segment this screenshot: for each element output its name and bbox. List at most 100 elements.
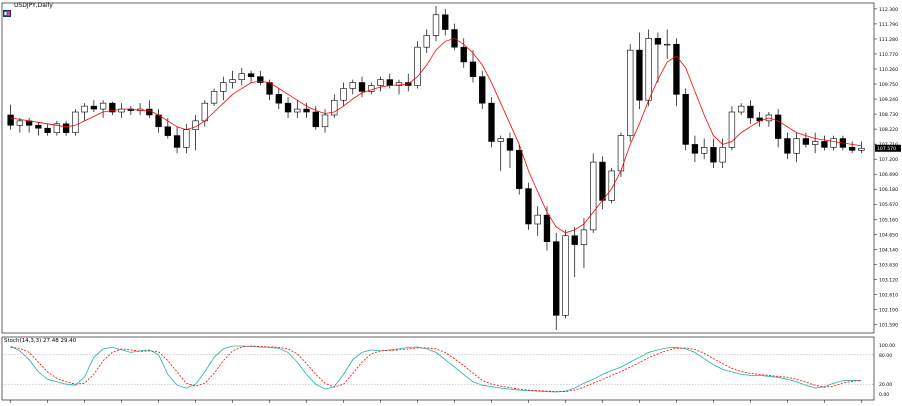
candle-body xyxy=(62,123,70,133)
candle-body xyxy=(774,114,782,139)
candle-body xyxy=(183,129,190,148)
candle-body xyxy=(340,88,347,101)
price-tick-label: 110.260 xyxy=(879,67,898,73)
candle-body xyxy=(349,82,356,89)
candle-body xyxy=(53,123,61,133)
candle-body xyxy=(423,35,430,48)
candle-body xyxy=(321,114,329,128)
axis-layer: 112.300 111.790 111.280 110.770 110.260 109.7… xyxy=(10,7,901,403)
candle-body xyxy=(229,79,236,83)
candle-body xyxy=(682,94,689,145)
stochastic-level-label: 80.00 xyxy=(879,353,892,359)
stochastic-level-label: 20.00 xyxy=(879,382,892,388)
candle-body xyxy=(608,170,615,201)
candle-body xyxy=(44,127,51,133)
candle-body xyxy=(7,114,14,126)
candle-body xyxy=(719,147,726,163)
stochastic-label: Stoch(14,3,3) 27.48 29.40 xyxy=(4,338,77,344)
price-tick-label: 106.690 xyxy=(879,172,898,178)
price-tick-label: 111.280 xyxy=(879,37,898,43)
candle-body xyxy=(247,73,255,77)
candle-body xyxy=(590,161,597,231)
candle-body xyxy=(201,102,208,122)
candle-body xyxy=(238,73,245,80)
candle-body xyxy=(580,229,588,245)
stochastic-panel[interactable] xyxy=(1,336,875,401)
candle-body xyxy=(331,99,338,116)
candle-body xyxy=(173,135,181,148)
candle-body xyxy=(488,102,495,142)
price-tick-label: 102.610 xyxy=(879,292,898,298)
candle-body xyxy=(257,76,264,83)
price-tick-label: 106.180 xyxy=(879,187,898,193)
candle-body xyxy=(358,82,366,92)
candle-body xyxy=(146,108,153,116)
price-tick-label: 101.590 xyxy=(879,322,898,328)
candle-body xyxy=(303,108,310,113)
candle-body xyxy=(395,82,403,86)
candle-body xyxy=(728,111,736,148)
stochastic-frame xyxy=(1,336,875,401)
candle-body xyxy=(627,49,634,136)
chart-window-icon xyxy=(3,2,11,17)
candle-body xyxy=(654,38,662,45)
candle-body xyxy=(210,91,218,104)
candle-body xyxy=(534,214,541,225)
price-tick-label: 105.160 xyxy=(879,217,898,223)
candle-body xyxy=(16,120,24,126)
price-tick-label: 109.750 xyxy=(879,82,898,88)
price-tick-label: 112.300 xyxy=(879,7,898,13)
candle-body xyxy=(691,144,699,154)
candle-body xyxy=(673,43,680,95)
candle-body xyxy=(72,111,79,133)
candle-body xyxy=(811,141,819,145)
candle-body xyxy=(386,79,393,86)
price-frame xyxy=(1,2,875,334)
candle-body xyxy=(821,141,828,148)
current-price-tag xyxy=(875,144,901,152)
candle-body xyxy=(109,102,116,113)
candle-body xyxy=(848,147,856,151)
price-tick-label: 104.650 xyxy=(879,232,898,238)
stochastic-level-label: 0.00 xyxy=(879,392,889,398)
price-tick-label: 103.120 xyxy=(879,277,898,283)
candle-body xyxy=(543,214,551,242)
price-tick-label: 110.770 xyxy=(879,52,898,58)
candle-body xyxy=(562,235,569,316)
candle-body xyxy=(737,105,745,113)
candle-body xyxy=(516,150,523,189)
price-tick-label: 104.140 xyxy=(879,247,898,253)
candle-body xyxy=(35,124,42,129)
candle-body xyxy=(220,82,227,92)
candle-body xyxy=(830,138,837,148)
candle-body xyxy=(442,14,449,30)
candle-body xyxy=(377,79,384,86)
price-tick-label: 107.200 xyxy=(879,157,898,163)
candle-body xyxy=(432,14,440,36)
candle-body xyxy=(275,94,282,104)
price-tick-label: 108.220 xyxy=(879,127,898,133)
candle-body xyxy=(414,46,421,86)
price-tick-label: 111.790 xyxy=(879,22,898,28)
current-price-label: 107.570 xyxy=(877,146,896,152)
moving-average-line xyxy=(10,37,862,234)
candle-body xyxy=(81,105,88,113)
candle-body xyxy=(599,161,606,201)
candle-body xyxy=(312,111,319,128)
candle-body xyxy=(636,49,643,101)
candle-body xyxy=(858,147,865,151)
candle-body xyxy=(747,105,754,119)
candle-body xyxy=(793,138,800,154)
stochastic-signal-line xyxy=(10,345,862,393)
price-panel[interactable] xyxy=(1,2,875,334)
price-tick-label: 102.100 xyxy=(879,307,898,313)
candle-body xyxy=(479,76,486,104)
candle-body xyxy=(164,126,171,136)
candle-body xyxy=(497,138,504,142)
candle-body xyxy=(701,147,708,154)
candle-body xyxy=(90,105,98,110)
chart-title: USDJPY,Daily xyxy=(14,2,53,9)
candle-body xyxy=(645,38,652,101)
stochastic-main-line xyxy=(10,345,862,393)
